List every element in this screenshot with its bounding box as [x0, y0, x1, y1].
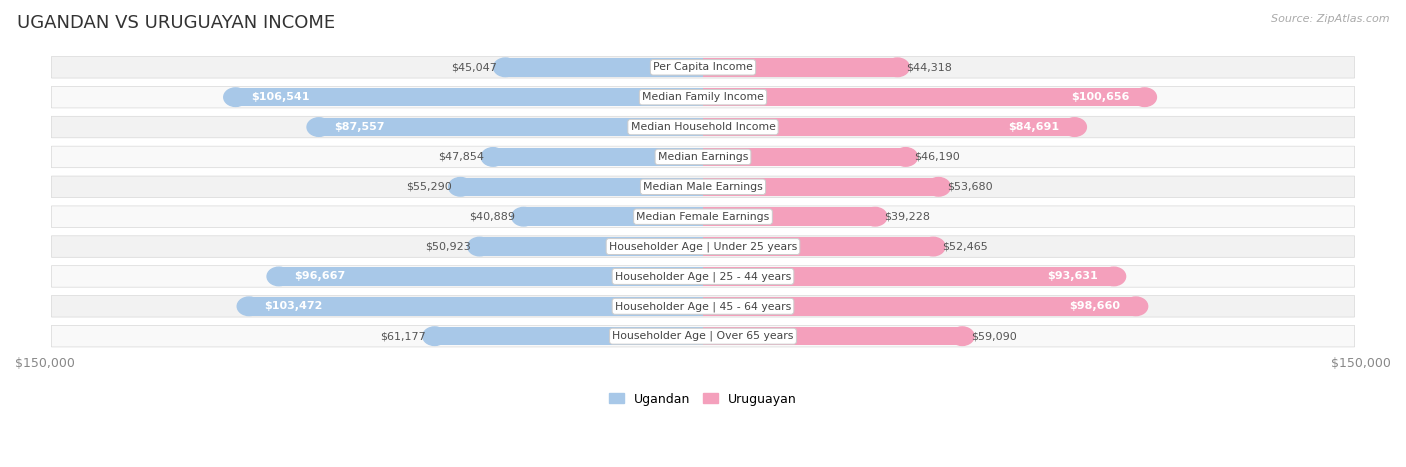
Text: $47,854: $47,854 — [439, 152, 484, 162]
Text: $87,557: $87,557 — [335, 122, 385, 132]
Text: Householder Age | Over 65 years: Householder Age | Over 65 years — [612, 331, 794, 341]
Bar — [703, 177, 938, 196]
Ellipse shape — [512, 207, 536, 226]
Bar — [703, 237, 934, 256]
Text: $96,667: $96,667 — [294, 271, 346, 282]
Ellipse shape — [468, 237, 492, 256]
Ellipse shape — [921, 237, 945, 256]
Bar — [703, 267, 1114, 286]
Text: Median Household Income: Median Household Income — [630, 122, 776, 132]
Text: Median Male Earnings: Median Male Earnings — [643, 182, 763, 192]
FancyBboxPatch shape — [52, 57, 1354, 78]
Bar — [319, 118, 703, 136]
Ellipse shape — [1123, 297, 1147, 316]
Text: $52,465: $52,465 — [942, 241, 987, 252]
Text: Median Family Income: Median Family Income — [643, 92, 763, 102]
Bar — [703, 327, 962, 346]
Ellipse shape — [267, 267, 291, 286]
FancyBboxPatch shape — [52, 266, 1354, 287]
Ellipse shape — [224, 88, 247, 106]
Ellipse shape — [423, 327, 447, 346]
Text: $84,691: $84,691 — [1008, 122, 1059, 132]
Text: $53,680: $53,680 — [948, 182, 993, 192]
Text: $46,190: $46,190 — [914, 152, 960, 162]
Legend: Ugandan, Uruguayan: Ugandan, Uruguayan — [605, 388, 801, 410]
Bar — [479, 237, 703, 256]
Bar — [505, 58, 703, 77]
Text: Householder Age | 45 - 64 years: Householder Age | 45 - 64 years — [614, 301, 792, 311]
Text: Per Capita Income: Per Capita Income — [652, 62, 754, 72]
Text: $55,290: $55,290 — [406, 182, 451, 192]
Ellipse shape — [481, 148, 505, 166]
Ellipse shape — [1133, 88, 1156, 106]
Ellipse shape — [494, 58, 517, 77]
Ellipse shape — [238, 297, 262, 316]
Bar — [703, 58, 897, 77]
Bar — [703, 207, 875, 226]
FancyBboxPatch shape — [52, 206, 1354, 227]
Text: Median Female Earnings: Median Female Earnings — [637, 212, 769, 222]
Text: UGANDAN VS URUGUAYAN INCOME: UGANDAN VS URUGUAYAN INCOME — [17, 14, 335, 32]
Bar — [703, 148, 905, 166]
Bar — [494, 148, 703, 166]
Ellipse shape — [1063, 118, 1087, 136]
Bar — [278, 267, 703, 286]
Text: $106,541: $106,541 — [250, 92, 309, 102]
FancyBboxPatch shape — [52, 236, 1354, 257]
Ellipse shape — [449, 177, 472, 196]
Bar — [523, 207, 703, 226]
Ellipse shape — [894, 148, 918, 166]
Text: $100,656: $100,656 — [1071, 92, 1129, 102]
FancyBboxPatch shape — [52, 176, 1354, 198]
Text: $103,472: $103,472 — [264, 301, 323, 311]
Text: $98,660: $98,660 — [1070, 301, 1121, 311]
Text: $40,889: $40,889 — [468, 212, 515, 222]
Bar — [236, 88, 703, 106]
Text: $44,318: $44,318 — [907, 62, 952, 72]
Text: $59,090: $59,090 — [972, 331, 1017, 341]
FancyBboxPatch shape — [52, 116, 1354, 138]
FancyBboxPatch shape — [52, 86, 1354, 108]
Text: Householder Age | 25 - 44 years: Householder Age | 25 - 44 years — [614, 271, 792, 282]
Text: $93,631: $93,631 — [1047, 271, 1098, 282]
Text: Median Earnings: Median Earnings — [658, 152, 748, 162]
Bar — [460, 177, 703, 196]
Bar — [703, 118, 1074, 136]
Ellipse shape — [927, 177, 950, 196]
Ellipse shape — [950, 327, 974, 346]
FancyBboxPatch shape — [52, 146, 1354, 168]
Text: $61,177: $61,177 — [380, 331, 426, 341]
Text: Source: ZipAtlas.com: Source: ZipAtlas.com — [1271, 14, 1389, 24]
Bar — [434, 327, 703, 346]
Ellipse shape — [307, 118, 330, 136]
Ellipse shape — [886, 58, 910, 77]
Text: Householder Age | Under 25 years: Householder Age | Under 25 years — [609, 241, 797, 252]
Ellipse shape — [863, 207, 887, 226]
Ellipse shape — [1102, 267, 1126, 286]
Bar — [703, 88, 1144, 106]
FancyBboxPatch shape — [52, 325, 1354, 347]
Text: $45,047: $45,047 — [451, 62, 496, 72]
Bar — [703, 297, 1136, 316]
Bar — [249, 297, 703, 316]
Text: $39,228: $39,228 — [884, 212, 929, 222]
FancyBboxPatch shape — [52, 296, 1354, 317]
Text: $50,923: $50,923 — [425, 241, 471, 252]
